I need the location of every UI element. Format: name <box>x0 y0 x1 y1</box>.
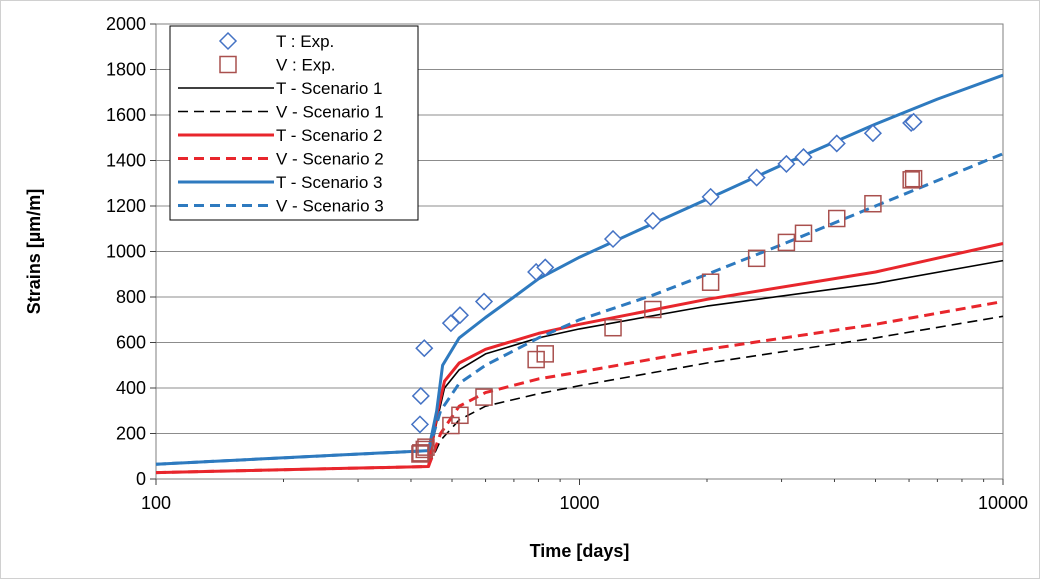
y-tick-label: 1200 <box>106 196 146 216</box>
legend-label: T - Scenario 1 <box>276 79 382 98</box>
data-point-square <box>794 224 813 243</box>
y-tick-label: 1400 <box>106 151 146 171</box>
y-tick-label: 200 <box>116 424 146 444</box>
y-tick-label: 2000 <box>106 14 146 34</box>
data-point-diamond <box>415 339 434 358</box>
data-point-square <box>747 249 766 268</box>
data-point-diamond <box>474 292 494 311</box>
x-tick-label: 10000 <box>978 493 1028 513</box>
y-tick-label: 0 <box>136 469 146 489</box>
data-point-diamond <box>450 306 469 325</box>
axes: 0 200 400 600 800 1000 1200 1400 1600 1800 2000 100… <box>24 14 1028 561</box>
legend-label: V - Scenario 1 <box>276 103 384 122</box>
data-point-square <box>904 169 923 188</box>
data-point-diamond <box>410 415 430 434</box>
legend-label: T - Scenario 2 <box>276 126 382 145</box>
data-point-square <box>451 406 469 425</box>
data-point-square <box>442 416 460 435</box>
data-point-square <box>417 438 435 456</box>
legend-label: V - Scenario 2 <box>276 150 384 169</box>
data-point-square <box>411 445 429 463</box>
legend-label: V - Scenario 3 <box>276 197 384 216</box>
data-point-square <box>644 300 662 319</box>
data-point-diamond <box>701 187 720 206</box>
series-line-7 <box>155 152 1004 466</box>
data-point-diamond <box>536 258 555 277</box>
data-point-diamond <box>904 112 923 131</box>
series-group <box>155 73 1004 475</box>
y-tick-label: 600 <box>116 333 146 353</box>
y-tick-label: 1800 <box>106 60 146 80</box>
x-tick-label: 1000 <box>559 493 599 513</box>
x-axis-title: Time [days] <box>530 541 630 561</box>
data-point-diamond <box>827 134 846 153</box>
data-point-square <box>536 345 554 363</box>
data-point-diamond <box>777 154 796 173</box>
data-point-square <box>902 171 920 189</box>
y-tick-label: 1000 <box>106 242 146 262</box>
y-axis-title: Strains [µm/m] <box>24 189 44 314</box>
data-point-square <box>527 350 545 369</box>
data-point-square <box>412 444 430 462</box>
data-point-square <box>828 209 846 228</box>
series-line-6 <box>155 73 1004 466</box>
data-point-square <box>475 388 493 406</box>
y-tick-label: 1600 <box>106 105 146 125</box>
series-line-3 <box>155 315 1004 474</box>
x-tick-label: 100 <box>141 493 171 513</box>
legend: T : Exp. V : Exp. T - Scenario 1 V - Scenar… <box>169 25 419 221</box>
data-point-diamond <box>863 124 882 143</box>
data-point-diamond <box>603 229 623 249</box>
legend-symbol-square <box>219 55 237 74</box>
y-tick-label: 800 <box>116 287 146 307</box>
y-tick-label: 400 <box>116 378 146 398</box>
data-point-diamond <box>794 148 813 167</box>
legend-label: T : Exp. <box>276 32 334 51</box>
legend-box <box>169 25 419 221</box>
data-point-diamond <box>747 168 766 187</box>
legend-symbol-diamond <box>218 31 238 51</box>
data-point-diamond <box>643 211 662 230</box>
data-point-square <box>415 440 434 459</box>
data-point-diamond <box>411 386 430 406</box>
legend-label: T - Scenario 3 <box>276 173 382 192</box>
legend-label: V : Exp. <box>276 56 336 75</box>
data-point-square <box>777 233 796 252</box>
data-point-square <box>701 273 720 291</box>
data-point-square <box>604 318 622 337</box>
data-point-square <box>864 194 882 213</box>
